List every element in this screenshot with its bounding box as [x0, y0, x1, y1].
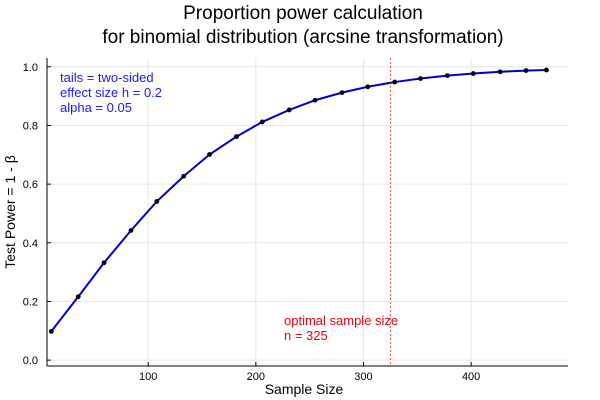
y-tick-label-0: 0.0: [23, 355, 38, 367]
data-point-14: [418, 76, 423, 81]
param-alpha: alpha = 0.05: [60, 100, 132, 115]
x-tick-label-2: 300: [354, 371, 372, 383]
x-ticks: 100 200 300 400: [139, 362, 480, 383]
data-point-2: [101, 260, 107, 266]
data-point-5: [181, 173, 187, 179]
y-tick-label-5: 1.0: [23, 62, 38, 74]
y-tick-label-1: 0.2: [23, 296, 38, 308]
data-point-3: [128, 228, 134, 233]
data-point-19: [544, 67, 549, 73]
series-line-0: [50, 69, 547, 333]
data-point-7: [234, 134, 239, 140]
data-point-6: [207, 152, 212, 157]
param-effect-size: effect size h = 0.2: [60, 85, 162, 100]
data-point-12: [365, 84, 371, 90]
data-point-15: [445, 73, 450, 78]
power-series: [48, 67, 549, 334]
y-ticks: 0.0 0.2 0.4 0.6 0.8 1.0: [23, 62, 51, 367]
x-tick-label-1: 200: [247, 371, 265, 383]
data-point-18: [523, 68, 529, 74]
y-tick-label-2: 0.4: [23, 238, 38, 250]
optimal-label: optimal sample size: [284, 313, 398, 328]
data-point-13: [392, 79, 398, 85]
y-tick-label-4: 0.8: [23, 120, 38, 132]
data-point-9: [286, 107, 292, 113]
x-tick-label-0: 100: [139, 371, 157, 383]
x-axis-label: Sample Size: [265, 381, 344, 397]
chart-title-line1: Proportion power calculation: [183, 3, 423, 24]
data-point-8: [259, 119, 265, 125]
data-point-16: [470, 71, 476, 76]
y-axis-label: Test Power = 1 - β: [2, 155, 18, 268]
data-point-4: [154, 199, 160, 204]
y-tick-label-3: 0.6: [23, 179, 38, 191]
data-point-0: [48, 328, 54, 334]
grid-lines: [47, 58, 568, 366]
param-tails: tails = two-sided: [60, 70, 154, 85]
data-point-11: [339, 90, 345, 96]
x-tick-label-3: 400: [462, 371, 480, 383]
optimal-value: n = 325: [284, 328, 328, 343]
data-point-17: [497, 69, 503, 75]
chart-title-line2: for binomial distribution (arcsine trans…: [102, 27, 503, 48]
data-point-10: [312, 97, 318, 103]
data-point-1: [75, 294, 81, 300]
